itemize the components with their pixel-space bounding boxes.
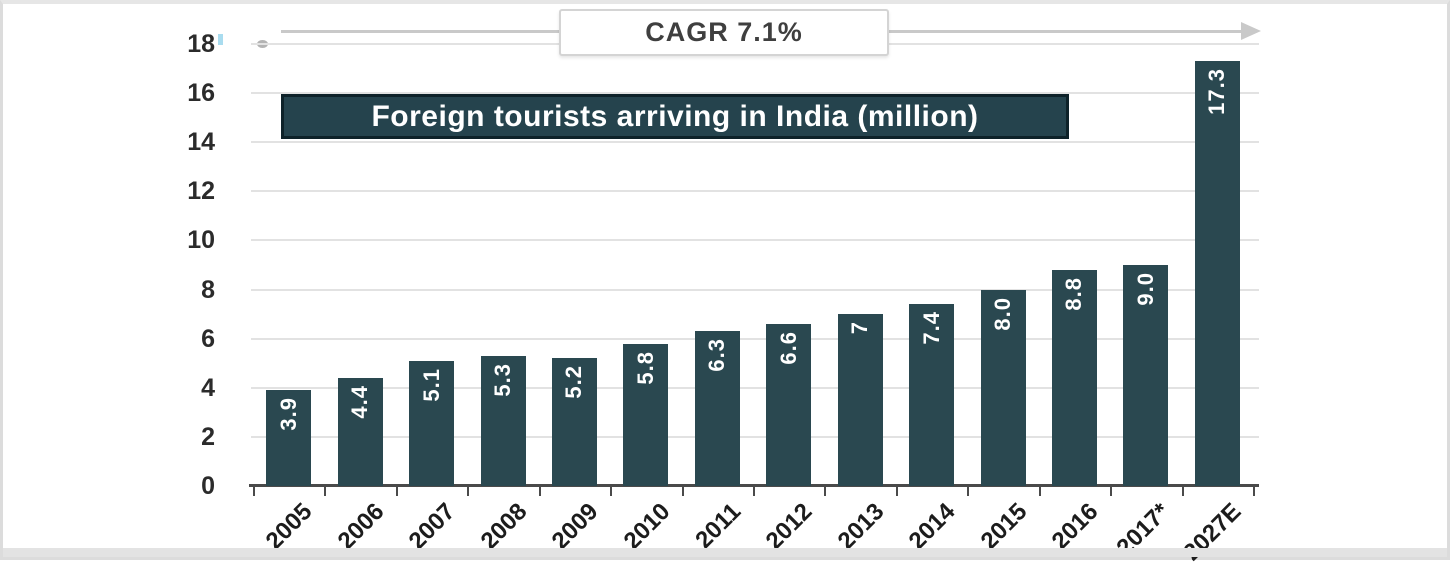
bar: 9.0 [1123, 265, 1169, 486]
gridline [251, 386, 1259, 389]
x-axis-label: 2006 [332, 498, 390, 555]
y-axis-label: 14 [187, 128, 215, 157]
x-axis-tick [253, 487, 255, 496]
chart-title-box: Foreign tourists arriving in India (mill… [281, 94, 1069, 139]
bottom-strip [3, 548, 1447, 557]
x-axis-tick [967, 487, 970, 496]
bar: 5.3 [480, 356, 526, 486]
plot-area: CAGR 7.1% Foreign tourists arriving in I… [3, 4, 1447, 566]
x-axis-tick [1110, 487, 1113, 496]
bar: 7.4 [909, 304, 955, 486]
y-axis-label: 6 [201, 324, 215, 353]
bar-value-label: 7.4 [918, 311, 944, 345]
bar: 4.4 [337, 378, 383, 486]
bar: 6.3 [694, 331, 740, 486]
bar-value-label: 5.8 [632, 351, 658, 385]
x-axis-line [249, 484, 1259, 487]
x-axis-label: 2012 [760, 498, 818, 555]
x-axis-tick [681, 487, 684, 496]
x-axis-tick [538, 487, 541, 496]
x-axis-label: 2010 [618, 498, 675, 555]
bar-value-label: 4.4 [347, 385, 373, 419]
x-axis-tick [467, 487, 470, 496]
bar-value-label: 5.3 [490, 363, 515, 397]
x-axis-label: 2013 [832, 498, 890, 555]
bar: 3.9 [266, 390, 312, 486]
bar-value-label: 6.6 [775, 331, 801, 365]
y-axis-label: 2 [201, 422, 215, 451]
x-axis-tick [1181, 487, 1184, 496]
x-axis-label: 2016 [1046, 498, 1104, 555]
x-axis-label: 2005 [260, 498, 318, 555]
bar-value-label: 8.0 [990, 297, 1015, 331]
bar-value-label: 5.1 [418, 368, 444, 402]
gridline [251, 239, 1259, 242]
gridline [251, 435, 1259, 438]
bar: 5.2 [551, 358, 597, 486]
x-axis-tick [753, 487, 755, 496]
y-axis-label: 0 [201, 472, 215, 500]
x-axis-tick [1253, 487, 1255, 496]
gridline [251, 141, 1259, 144]
y-axis-label: 18 [187, 30, 215, 58]
bar-value-label: 7 [847, 321, 873, 335]
bar: 6.6 [766, 324, 812, 486]
y-axis-label: 16 [187, 79, 215, 108]
x-axis-label: 2007 [403, 498, 461, 555]
gridline [251, 288, 1259, 291]
bar: 5.8 [623, 344, 669, 486]
bar: 7 [837, 314, 883, 486]
gridline [251, 92, 1259, 95]
x-axis-label: 2014 [903, 498, 961, 555]
bar: 8.0 [980, 290, 1026, 486]
x-axis-tick [824, 487, 827, 496]
gridline [251, 337, 1259, 340]
chart-title: Foreign tourists arriving in India (mill… [371, 99, 979, 133]
x-axis-label: 2008 [475, 498, 533, 555]
cagr-label: CAGR 7.1% [645, 17, 803, 47]
x-axis-tick [1038, 487, 1041, 496]
y-axis-label: 12 [187, 177, 215, 206]
x-axis-tick [610, 487, 613, 496]
artifact-mark [218, 34, 223, 45]
y-axis-label: 10 [187, 226, 215, 255]
bar-value-label: 3.9 [275, 397, 301, 431]
bar-value-label: 6.3 [704, 338, 730, 372]
bar-value-label: 17.3 [1204, 68, 1230, 115]
gridline [251, 190, 1259, 193]
y-axis-label: 4 [201, 373, 215, 402]
cagr-arrow-head-icon [1241, 22, 1261, 40]
y-axis-label: 8 [201, 275, 215, 304]
bar: 5.1 [409, 361, 455, 486]
x-axis-label: 2011 [690, 498, 747, 554]
x-axis-tick [395, 487, 398, 496]
bar-value-label: 5.2 [561, 365, 587, 399]
cagr-badge: CAGR 7.1% [559, 9, 889, 56]
bar: 17.3 [1194, 61, 1240, 486]
x-axis-tick [324, 487, 327, 496]
bar-value-label: 9.0 [1132, 272, 1158, 306]
bar: 8.8 [1051, 270, 1097, 486]
x-axis-tick [895, 487, 898, 496]
bar-value-label: 8.8 [1061, 277, 1087, 311]
x-axis-label: 2015 [975, 498, 1033, 555]
x-axis-label: 2009 [546, 498, 604, 555]
